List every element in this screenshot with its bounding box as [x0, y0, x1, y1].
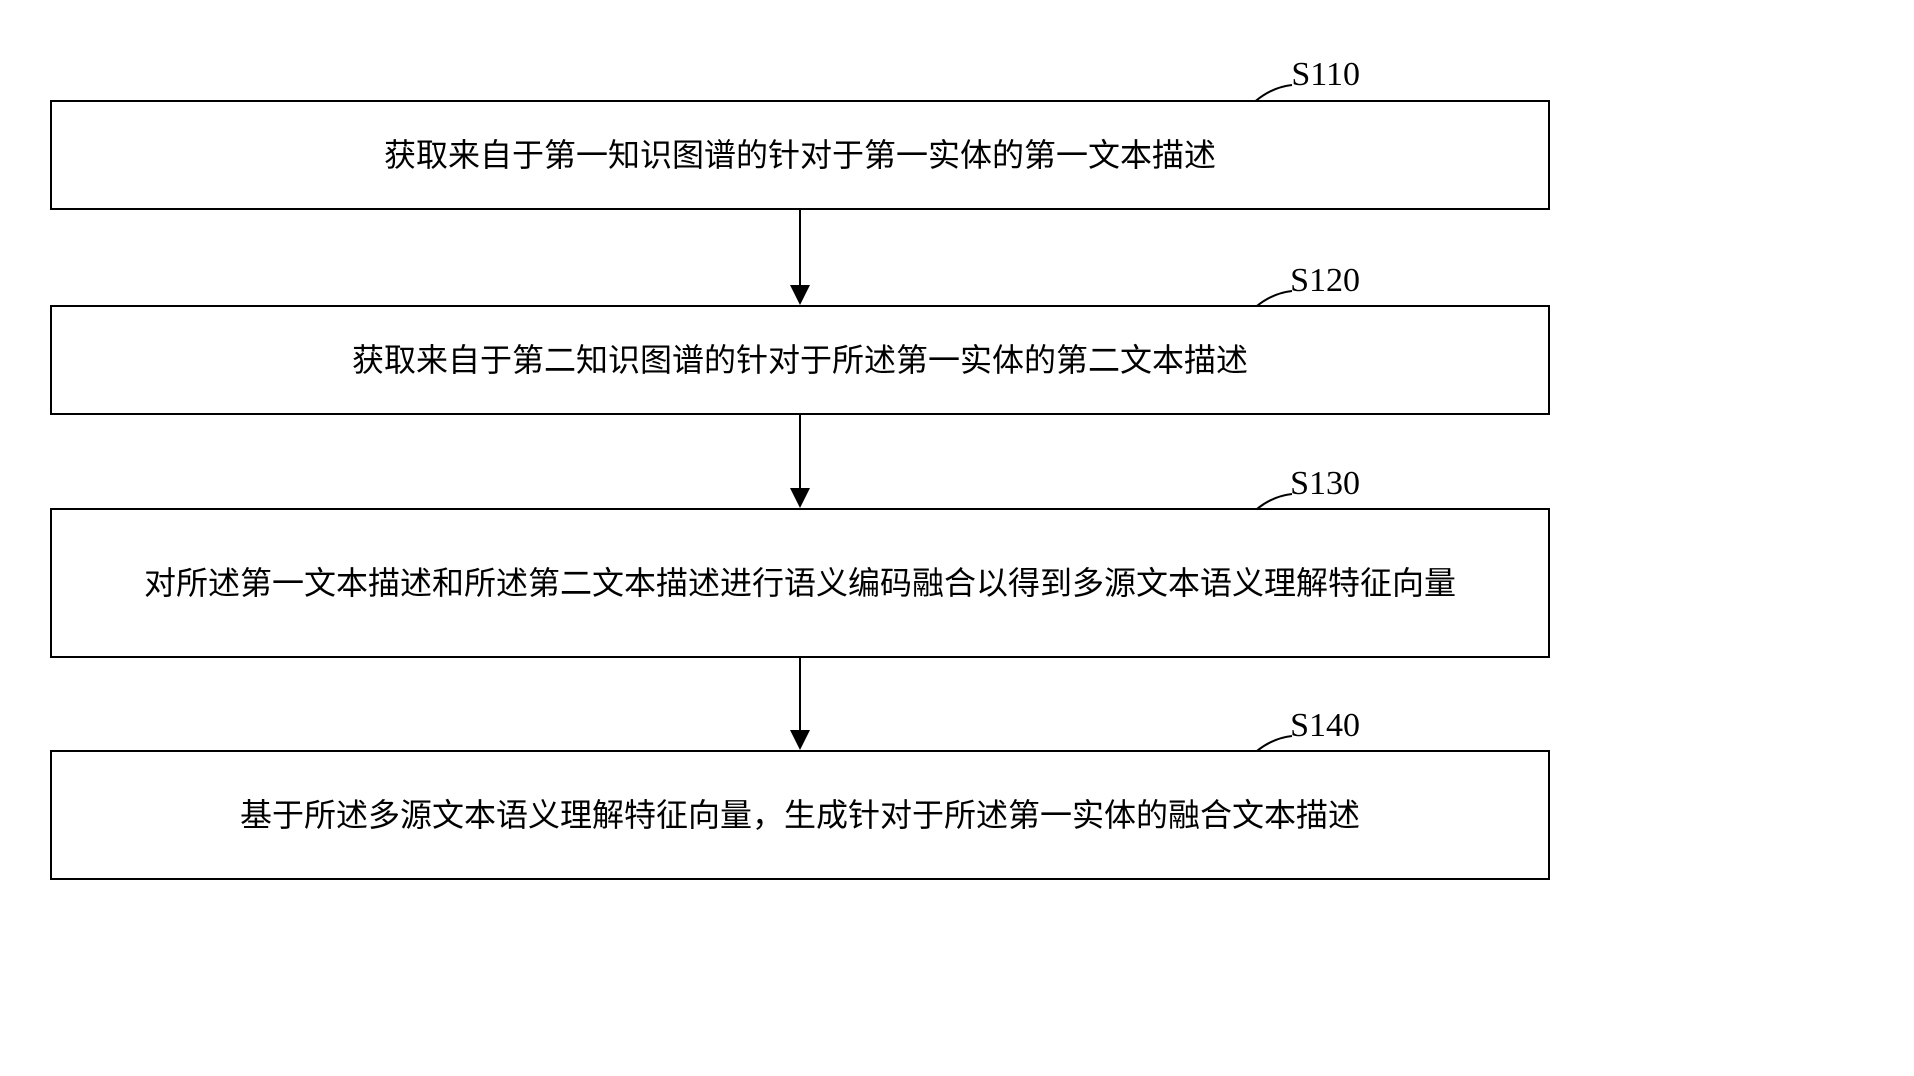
arrow-s120-s130 [780, 415, 820, 508]
arrow-s130-s140 [780, 658, 820, 750]
step-label-s140: S140 [1290, 707, 1360, 745]
step-box-s140: 基于所述多源文本语义理解特征向量，生成针对于所述第一实体的融合文本描述 [50, 750, 1550, 880]
step-box-s130: 对所述第一文本描述和所述第二文本描述进行语义编码融合以得到多源文本语义理解特征向… [50, 508, 1550, 658]
step-text-s110: 获取来自于第一知识图谱的针对于第一实体的第一文本描述 [384, 131, 1216, 179]
step-label-s120: S120 [1290, 262, 1360, 300]
step-label-s110: S110 [1291, 56, 1360, 94]
step-box-s120: 获取来自于第二知识图谱的针对于所述第一实体的第二文本描述 [50, 305, 1550, 415]
step-text-s140: 基于所述多源文本语义理解特征向量，生成针对于所述第一实体的融合文本描述 [240, 791, 1360, 839]
arrow-s110-s120 [780, 210, 820, 305]
step-text-s120: 获取来自于第二知识图谱的针对于所述第一实体的第二文本描述 [352, 336, 1248, 384]
step-label-s130: S130 [1290, 465, 1360, 503]
step-box-s110: 获取来自于第一知识图谱的针对于第一实体的第一文本描述 [50, 100, 1550, 210]
step-text-s130: 对所述第一文本描述和所述第二文本描述进行语义编码融合以得到多源文本语义理解特征向… [144, 559, 1456, 607]
